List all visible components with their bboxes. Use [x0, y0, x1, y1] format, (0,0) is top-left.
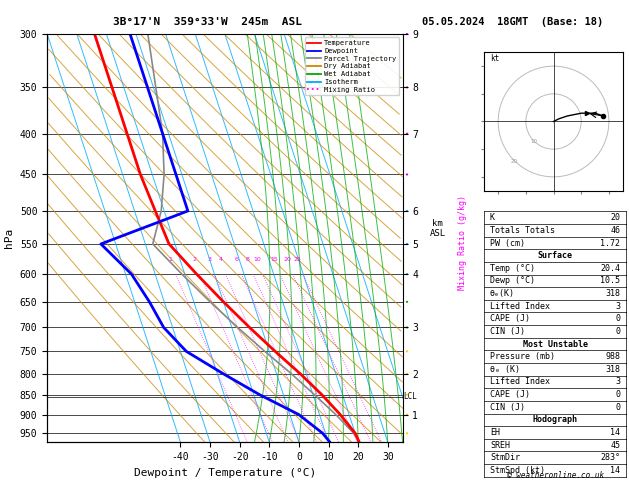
Text: 15: 15 — [270, 258, 279, 262]
Text: © weatheronline.co.uk: © weatheronline.co.uk — [506, 471, 604, 480]
X-axis label: Dewpoint / Temperature (°C): Dewpoint / Temperature (°C) — [134, 468, 316, 478]
Text: 3: 3 — [615, 302, 620, 311]
Text: 0: 0 — [615, 327, 620, 336]
Text: LCL: LCL — [403, 392, 417, 401]
Text: 4: 4 — [218, 258, 222, 262]
Text: 0: 0 — [615, 390, 620, 399]
Text: 20: 20 — [510, 159, 517, 164]
Text: Lifted Index: Lifted Index — [490, 378, 550, 386]
Text: 10.5: 10.5 — [600, 277, 620, 285]
Text: 20: 20 — [610, 213, 620, 222]
Text: 1: 1 — [169, 258, 173, 262]
Text: 988: 988 — [605, 352, 620, 361]
Text: Totals Totals: Totals Totals — [490, 226, 555, 235]
Text: θₑ (K): θₑ (K) — [490, 365, 520, 374]
Text: 318: 318 — [605, 289, 620, 298]
Text: Hodograph: Hodograph — [533, 416, 577, 424]
Text: 20.4: 20.4 — [600, 264, 620, 273]
Text: 318: 318 — [605, 365, 620, 374]
Text: StmDir: StmDir — [490, 453, 520, 462]
Text: K: K — [490, 213, 495, 222]
Text: Lifted Index: Lifted Index — [490, 302, 550, 311]
Text: 3: 3 — [208, 258, 211, 262]
Text: Dewp (°C): Dewp (°C) — [490, 277, 535, 285]
Text: 8: 8 — [246, 258, 250, 262]
Text: 25: 25 — [294, 258, 301, 262]
Legend: Temperature, Dewpoint, Parcel Trajectory, Dry Adiabat, Wet Adiabat, Isotherm, Mi: Temperature, Dewpoint, Parcel Trajectory… — [304, 37, 399, 95]
Text: 20: 20 — [284, 258, 291, 262]
Text: SREH: SREH — [490, 441, 510, 450]
Text: 46: 46 — [610, 226, 620, 235]
Y-axis label: km
ASL: km ASL — [430, 219, 446, 238]
Text: 45: 45 — [610, 441, 620, 450]
Text: 14: 14 — [610, 466, 620, 475]
Text: 3: 3 — [615, 378, 620, 386]
Text: 283°: 283° — [600, 453, 620, 462]
Text: Pressure (mb): Pressure (mb) — [490, 352, 555, 361]
Text: 10: 10 — [253, 258, 261, 262]
Text: EH: EH — [490, 428, 500, 437]
Text: 0: 0 — [615, 314, 620, 323]
Text: 10: 10 — [530, 139, 537, 144]
Text: 3B°17'N  359°33'W  245m  ASL: 3B°17'N 359°33'W 245m ASL — [113, 17, 301, 27]
Text: Surface: Surface — [538, 251, 572, 260]
Text: PW (cm): PW (cm) — [490, 239, 525, 247]
Text: CIN (J): CIN (J) — [490, 403, 525, 412]
Text: CIN (J): CIN (J) — [490, 327, 525, 336]
Text: 1.72: 1.72 — [600, 239, 620, 247]
Text: kt: kt — [490, 53, 499, 63]
Text: StmSpd (kt): StmSpd (kt) — [490, 466, 545, 475]
Y-axis label: hPa: hPa — [4, 228, 14, 248]
Text: 2: 2 — [192, 258, 197, 262]
Text: 6: 6 — [234, 258, 238, 262]
Text: 05.05.2024  18GMT  (Base: 18): 05.05.2024 18GMT (Base: 18) — [422, 17, 603, 27]
Text: Temp (°C): Temp (°C) — [490, 264, 535, 273]
Text: 0: 0 — [615, 403, 620, 412]
Text: CAPE (J): CAPE (J) — [490, 390, 530, 399]
Text: Mixing Ratio (g/kg): Mixing Ratio (g/kg) — [458, 195, 467, 291]
Text: θₑ(K): θₑ(K) — [490, 289, 515, 298]
Text: 14: 14 — [610, 428, 620, 437]
Text: Most Unstable: Most Unstable — [523, 340, 587, 348]
Text: CAPE (J): CAPE (J) — [490, 314, 530, 323]
